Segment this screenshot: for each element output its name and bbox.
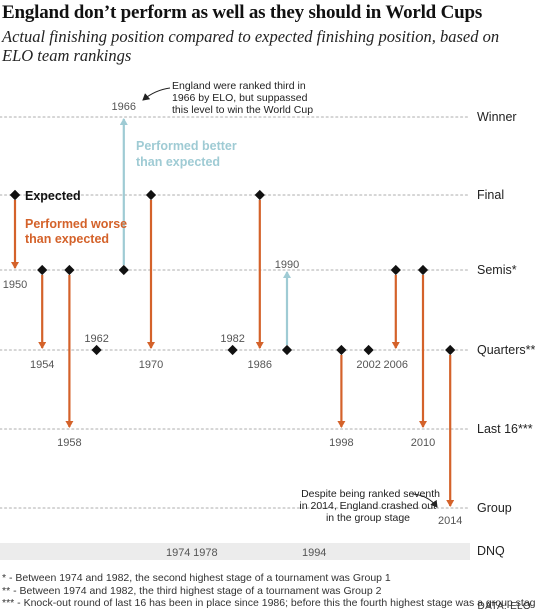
expected-marker (118, 264, 129, 276)
footnotes: * - Between 1974 and 1982, the second hi… (2, 572, 535, 610)
legend-better-label: than expected (136, 155, 220, 169)
annotation-2014: in 2014, England crashed out (299, 500, 436, 512)
year-label: 1998 (329, 437, 353, 449)
legend-worse-label: Performed worse (25, 217, 127, 231)
legend-expected-label: Expected (25, 189, 81, 203)
year-label: 1982 (220, 333, 244, 345)
expected-marker (64, 264, 75, 276)
year-label: 1994 (302, 547, 326, 559)
annotation-1966: England were ranked third in (172, 80, 306, 92)
annotation-1966: 1966 by ELO, but suppassed (172, 92, 308, 104)
year-label: 1970 (139, 359, 163, 371)
expected-marker (417, 264, 429, 276)
expected-marker (91, 344, 102, 356)
y-level-label: Group (477, 501, 512, 515)
source-note: DATA: ELO (477, 601, 531, 612)
chart-subtitle: Actual finishing position compared to ex… (2, 27, 500, 65)
legend-better-label: Performed better (136, 139, 237, 153)
expected-marker (145, 189, 157, 201)
expected-marker (445, 344, 456, 356)
dnq-band (0, 543, 470, 560)
annotation-2014: Despite being ranked seventh (301, 488, 440, 500)
expected-marker (37, 264, 48, 276)
expected-marker (363, 344, 374, 356)
year-label: 1958 (57, 437, 81, 449)
annotation-1966-pointer (142, 87, 171, 101)
year-label: 2014 (438, 515, 462, 527)
year-label: 2006 (384, 359, 408, 371)
chart: Winner Final Semis* Quarters** Last 16*** Gro… (0, 80, 535, 560)
annotation-2014-pointer (411, 493, 438, 508)
year-label: 1950 (3, 279, 27, 291)
y-level-label: Semis* (477, 263, 517, 277)
y-level-label: Final (477, 188, 504, 202)
expected-marker (281, 344, 293, 356)
expected-marker (254, 189, 265, 201)
footnote-3: *** - Knock-out round of last 16 has bee… (2, 597, 535, 609)
legend-expected-marker (9, 189, 21, 201)
y-level-label: Winner (477, 110, 517, 124)
y-level-label: Quarters** (477, 343, 535, 357)
chart-title: England don’t perform as well as they sh… (2, 2, 483, 23)
year-label: 1962 (84, 333, 108, 345)
footnote-2: ** - Between 1974 and 1982, the third hi… (2, 584, 382, 597)
year-label: 1990 (275, 259, 299, 271)
year-label: 1954 (30, 359, 54, 371)
y-level-label: DNQ (477, 544, 505, 558)
expected-marker (227, 344, 238, 356)
annotation-1966: this level to win the World Cup (172, 104, 313, 116)
expected-marker (336, 344, 347, 356)
year-label: 1978 (193, 547, 217, 559)
legend-worse-label: than expected (25, 232, 109, 246)
year-label: 2010 (411, 437, 435, 449)
y-level-label: Last 16*** (477, 422, 533, 436)
year-label: 2002 (356, 359, 380, 371)
year-label: 1986 (248, 359, 272, 371)
year-label: 1974 (166, 547, 190, 559)
annotation-2014: in the group stage (326, 512, 410, 524)
year-label: 1966 (112, 101, 136, 113)
footnote-1: * - Between 1974 and 1982, the second hi… (2, 572, 391, 584)
expected-marker (390, 264, 401, 276)
